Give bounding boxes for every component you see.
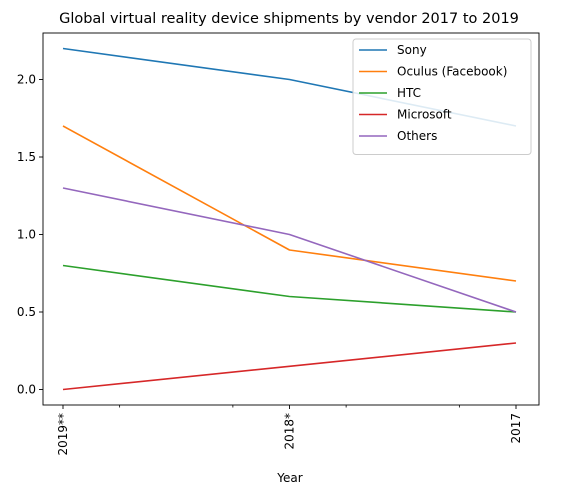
x-tick-label-1: 2018*	[283, 413, 297, 450]
series-line-4	[62, 187, 517, 313]
x-tick-label-0: 2019**	[56, 413, 70, 456]
x-axis-label: Year	[276, 471, 302, 485]
legend-label-1: Oculus (Facebook)	[397, 65, 507, 79]
y-tick-label-0: 0.0	[17, 383, 36, 397]
legend-label-4: Others	[397, 129, 437, 143]
legend-label-3: Microsoft	[397, 108, 452, 122]
series-line-2	[62, 264, 517, 313]
legend-label-0: Sony	[397, 43, 427, 57]
legend-box	[352, 38, 532, 155]
legend-label-2: HTC	[397, 86, 421, 100]
series-line-1	[62, 125, 517, 282]
series-line-3	[62, 342, 517, 391]
x-tick-label-2: 2017	[509, 413, 523, 444]
chart-title: Global virtual reality device shipments …	[59, 11, 519, 27]
y-tick-label-1: 0.5	[17, 305, 36, 319]
y-tick-label-2: 1.0	[17, 228, 36, 242]
y-tick-label-4: 2.0	[17, 73, 36, 87]
y-tick-label-3: 1.5	[17, 150, 36, 164]
plot-area: 0.0 0.5 1.0 1.5 2.0 2019** 2018* 2017 Sony Oculus…	[17, 32, 540, 456]
plot-frame	[42, 32, 540, 406]
